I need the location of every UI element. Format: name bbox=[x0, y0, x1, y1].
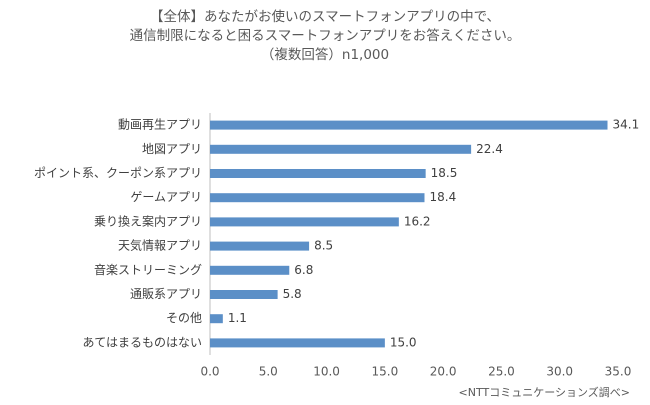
category-label: あてはまるものはない bbox=[82, 335, 202, 349]
x-tick-label: 25.0 bbox=[488, 365, 515, 379]
x-tick-label: 15.0 bbox=[371, 365, 398, 379]
category-label: 通販系アプリ bbox=[130, 287, 202, 301]
bar bbox=[210, 169, 426, 178]
bar bbox=[210, 144, 472, 154]
bar bbox=[210, 120, 608, 130]
data-label: 1.1 bbox=[228, 311, 247, 325]
chart-title: 【全体】あなたがお使いのスマートフォンアプリの中で、 通信制限になると困るスマー… bbox=[0, 8, 650, 65]
chart-title-line-1: 【全体】あなたがお使いのスマートフォンアプリの中で、 bbox=[149, 9, 501, 25]
x-tick-label: 30.0 bbox=[546, 365, 573, 379]
chart-title-line-3: （複数回答）n1,000 bbox=[260, 47, 390, 63]
category-label: 地図アプリ bbox=[142, 142, 202, 156]
data-label: 34.1 bbox=[613, 118, 640, 132]
data-label: 5.8 bbox=[283, 287, 302, 301]
x-tick-label: 35.0 bbox=[605, 365, 632, 379]
data-label: 8.5 bbox=[314, 239, 333, 253]
category-label: 音楽ストリーミング bbox=[94, 262, 202, 277]
chart-title-line-2: 通信制限になると困るスマートフォンアプリをお答えください。 bbox=[129, 28, 521, 44]
bar bbox=[210, 193, 425, 203]
x-tick-label: 0.0 bbox=[200, 365, 219, 379]
data-label: 22.4 bbox=[476, 142, 503, 156]
x-tick-label: 10.0 bbox=[313, 365, 340, 379]
bar bbox=[210, 217, 399, 227]
bar bbox=[210, 265, 290, 275]
source-note: <NTTコミュニケーションズ調べ> bbox=[458, 386, 630, 399]
x-tick-label: 5.0 bbox=[259, 365, 278, 379]
bar bbox=[210, 290, 278, 299]
category-label: その他 bbox=[166, 311, 202, 325]
category-label: ポイント系、クーポン系アプリ bbox=[34, 166, 202, 180]
data-label: 15.0 bbox=[390, 335, 417, 349]
data-label: 16.2 bbox=[404, 214, 431, 228]
bar bbox=[210, 314, 223, 324]
bar bbox=[210, 338, 385, 348]
category-label: ゲームアプリ bbox=[130, 190, 202, 204]
category-label: 乗り換え案内アプリ bbox=[94, 213, 202, 228]
data-label: 6.8 bbox=[294, 263, 313, 277]
category-label: 天気情報アプリ bbox=[118, 238, 202, 253]
bar bbox=[210, 241, 310, 251]
x-tick-label: 20.0 bbox=[430, 365, 457, 379]
data-label: 18.5 bbox=[431, 166, 458, 180]
data-label: 18.4 bbox=[429, 190, 456, 204]
category-label: 動画再生アプリ bbox=[118, 118, 202, 132]
